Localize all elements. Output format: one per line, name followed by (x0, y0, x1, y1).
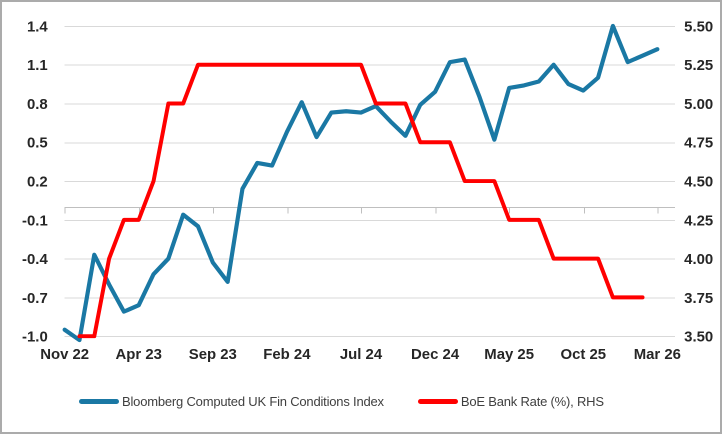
svg-text:4.25: 4.25 (684, 213, 713, 229)
svg-text:-0.1: -0.1 (22, 213, 48, 229)
fci-line-swatch (79, 399, 119, 404)
legend-label-fci: Bloomberg Computed UK Fin Conditions Ind… (122, 394, 384, 409)
svg-text:-0.7: -0.7 (22, 291, 48, 307)
svg-text:3.50: 3.50 (684, 330, 713, 346)
line-chart-canvas: 1.41.10.80.50.2-0.1-0.4-0.7-1.05.505.255… (22, 19, 713, 363)
svg-text:5.25: 5.25 (684, 58, 713, 74)
svg-text:1.4: 1.4 (27, 19, 48, 35)
svg-text:Apr 23: Apr 23 (116, 347, 162, 363)
bankrate-line-swatch (417, 399, 458, 404)
left-axis-labels: 1.4 1.1 0.8 0.5 0.2 -0.1 -0.4 -0.7 -1.0 (22, 19, 48, 345)
svg-text:4.00: 4.00 (684, 252, 713, 268)
legend-label-bankrate: BoE Bank Rate (%), RHS (460, 394, 604, 409)
svg-text:Feb 24: Feb 24 (263, 347, 311, 363)
right-axis-labels: 5.50 5.25 5.00 4.75 4.50 4.25 4.00 3.75 3.50 (684, 19, 713, 345)
bankrate-line-series (77, 62, 645, 339)
svg-text:May 25: May 25 (484, 347, 534, 363)
svg-text:Mar 26: Mar 26 (634, 347, 681, 363)
svg-text:4.50: 4.50 (684, 175, 713, 191)
svg-text:5.00: 5.00 (684, 97, 713, 113)
svg-text:Dec 24: Dec 24 (411, 347, 460, 363)
chart-legend: Bloomberg Computed UK Fin Conditions Ind… (2, 394, 720, 409)
svg-text:0.5: 0.5 (27, 136, 48, 152)
zero-axis (64, 206, 676, 214)
svg-text:Oct 25: Oct 25 (560, 347, 606, 363)
svg-text:0.2: 0.2 (27, 175, 48, 191)
svg-text:1.1: 1.1 (27, 58, 48, 74)
x-axis-labels: Nov 22 Apr 23 Sep 23 Feb 24 Jul 24 Dec 24 May … (40, 347, 681, 363)
svg-text:5.50: 5.50 (684, 19, 713, 35)
svg-text:Nov 22: Nov 22 (40, 347, 89, 363)
legend-item-bankrate: BoE Bank Rate (%), RHS (417, 394, 604, 409)
legend-item-fci: Bloomberg Computed UK Fin Conditions Ind… (79, 394, 384, 409)
fci-line-series (62, 23, 660, 343)
svg-text:Sep 23: Sep 23 (189, 347, 237, 363)
svg-text:4.75: 4.75 (684, 136, 713, 152)
svg-text:-1.0: -1.0 (22, 330, 48, 346)
svg-text:3.75: 3.75 (684, 291, 713, 307)
svg-text:Jul 24: Jul 24 (340, 347, 383, 363)
svg-text:0.8: 0.8 (27, 97, 48, 113)
svg-text:-0.4: -0.4 (22, 252, 48, 268)
gridlines (64, 25, 676, 338)
